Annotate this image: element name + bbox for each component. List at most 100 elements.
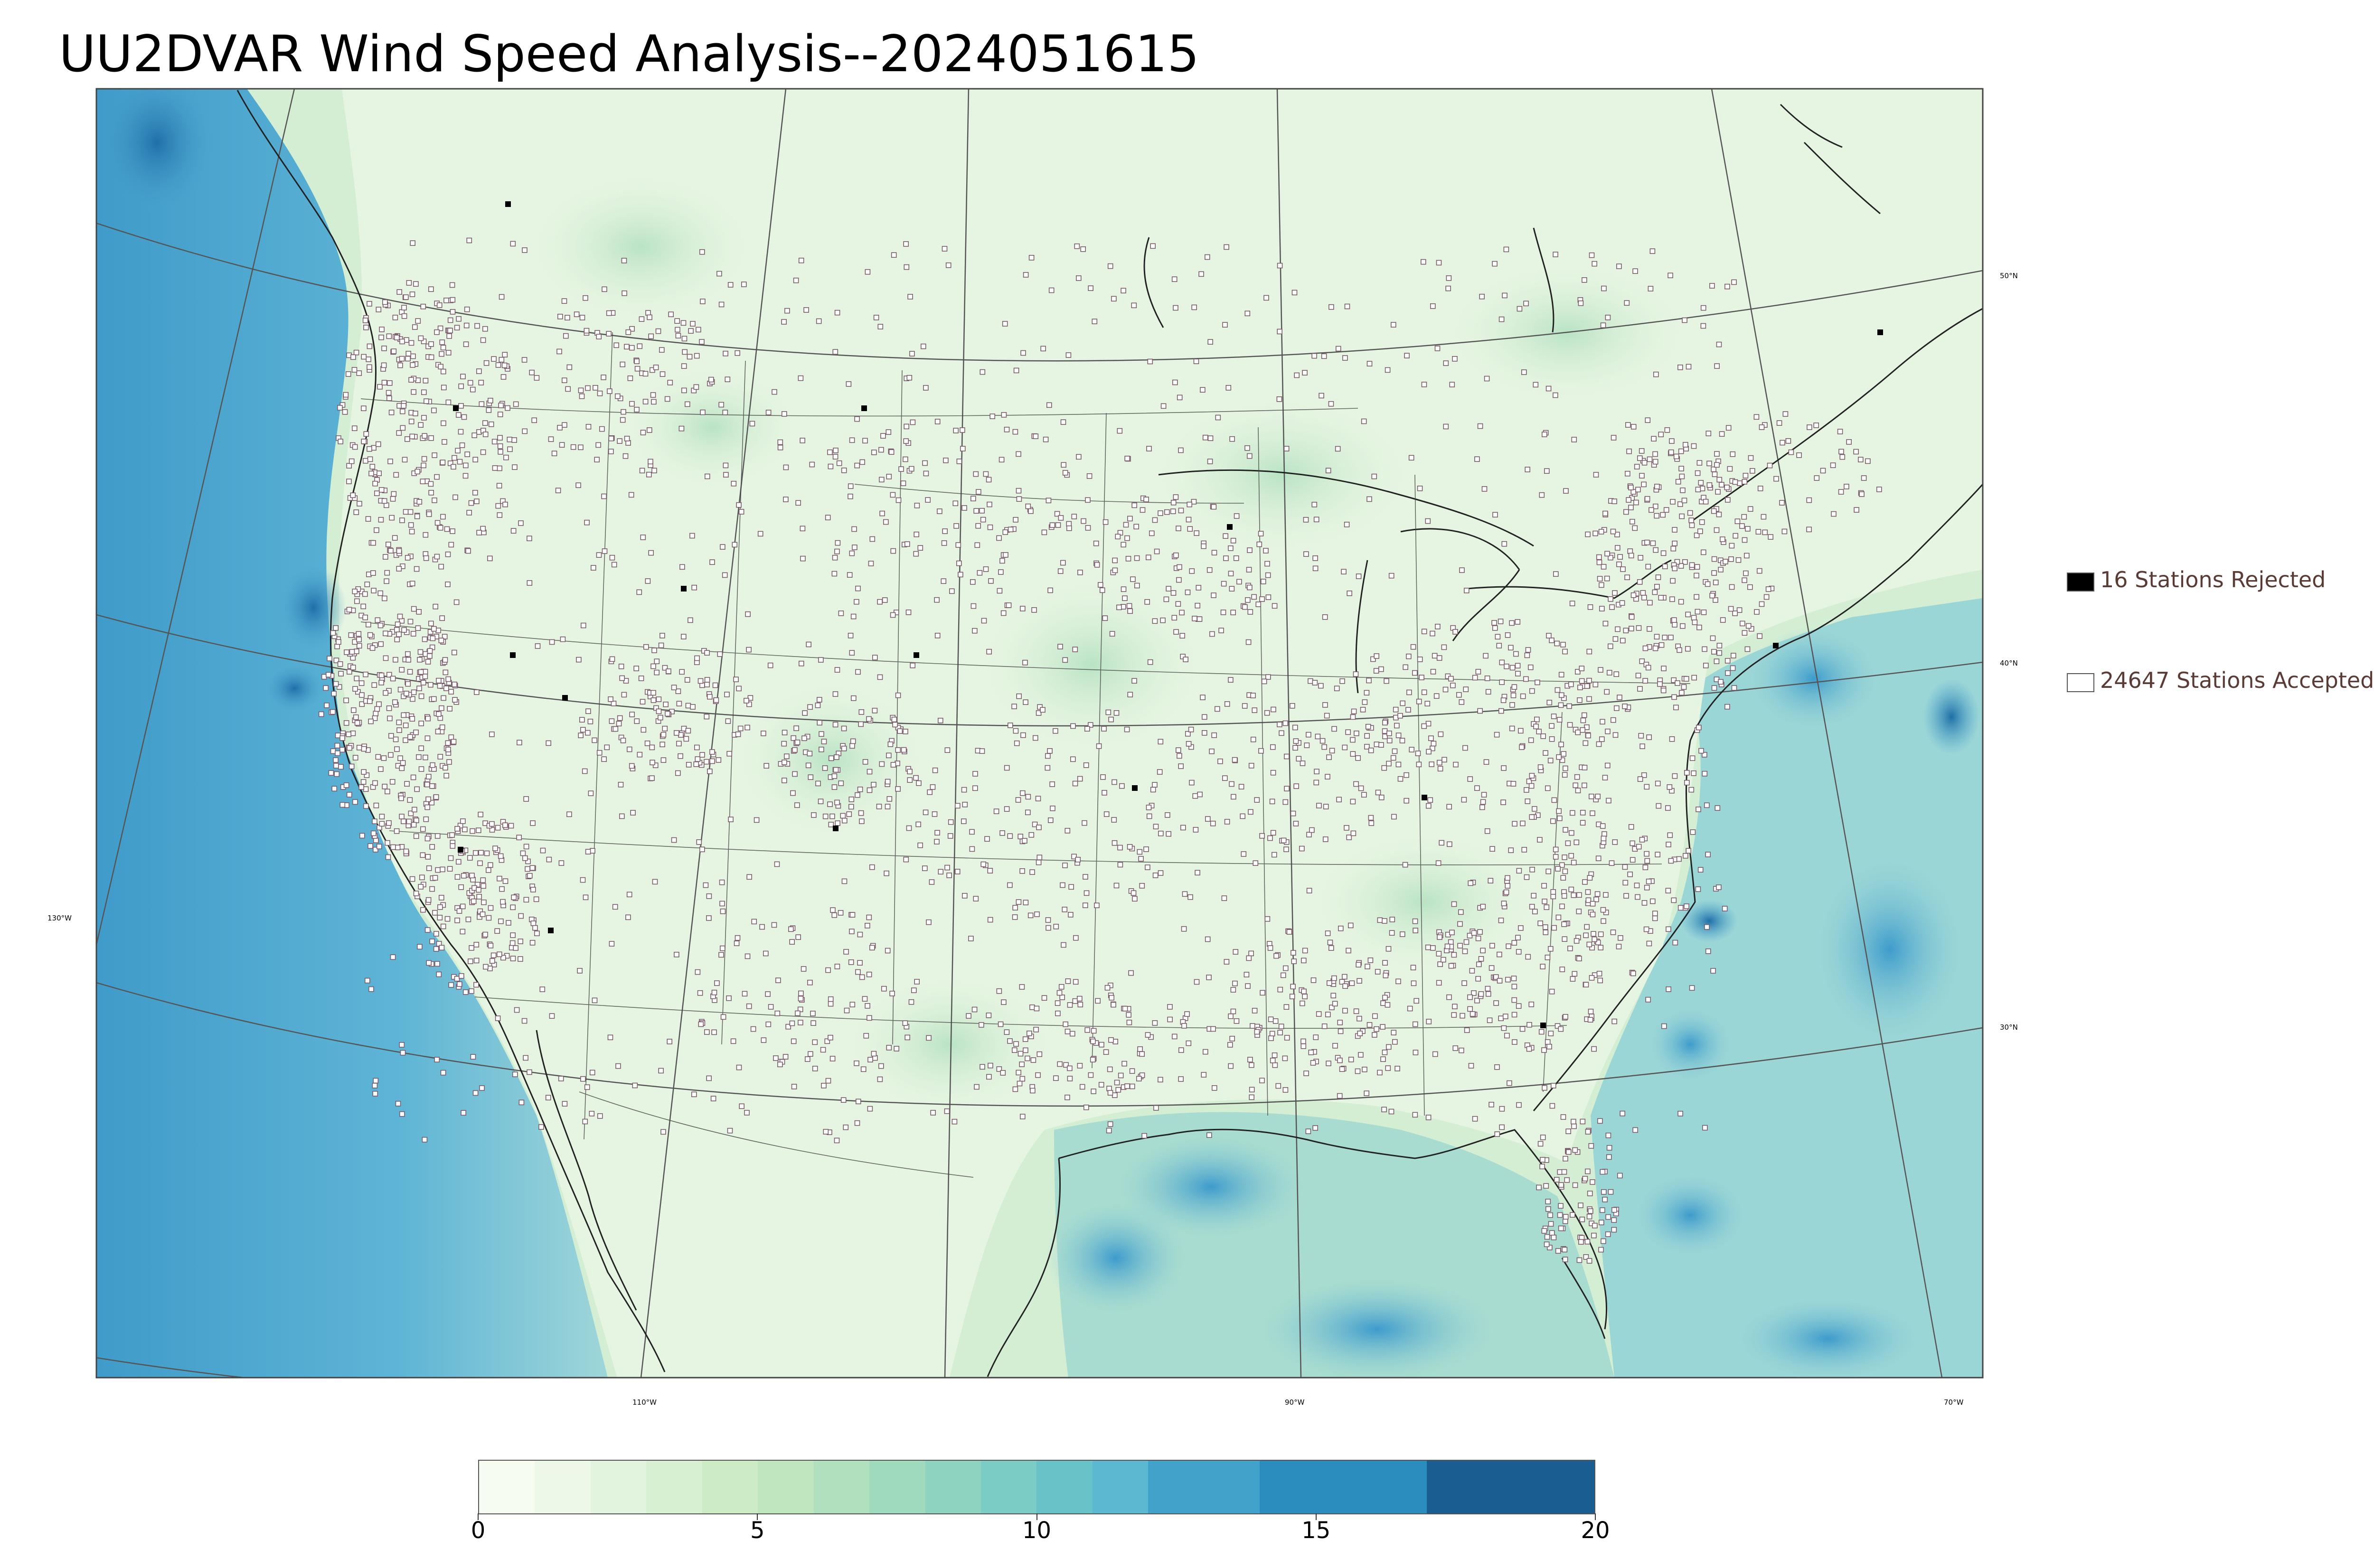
station-accepted-marker bbox=[510, 241, 516, 247]
station-accepted-marker bbox=[1181, 926, 1187, 932]
station-accepted-marker bbox=[561, 298, 567, 304]
station-accepted-marker bbox=[629, 326, 635, 332]
station-accepted-marker bbox=[983, 566, 989, 572]
station-accepted-marker bbox=[437, 915, 443, 920]
station-accepted-marker bbox=[1210, 820, 1216, 826]
station-accepted-marker bbox=[1742, 630, 1748, 636]
station-accepted-marker bbox=[1578, 1239, 1584, 1245]
station-accepted-marker bbox=[1562, 1257, 1568, 1262]
station-accepted-marker bbox=[1065, 828, 1071, 834]
station-accepted-marker bbox=[1669, 438, 1675, 444]
station-accepted-marker bbox=[1112, 1092, 1118, 1098]
station-accepted-marker bbox=[1300, 1000, 1305, 1006]
station-accepted-marker bbox=[594, 457, 600, 463]
station-accepted-marker bbox=[618, 664, 624, 669]
station-accepted-marker bbox=[802, 710, 808, 716]
station-accepted-marker bbox=[522, 855, 528, 861]
station-accepted-marker bbox=[841, 467, 847, 473]
station-accepted-marker bbox=[658, 714, 663, 721]
station-accepted-marker bbox=[1499, 1106, 1505, 1112]
station-accepted-marker bbox=[411, 689, 417, 695]
station-accepted-marker bbox=[1745, 526, 1751, 532]
station-accepted-marker bbox=[1788, 449, 1794, 455]
station-accepted-marker bbox=[339, 735, 345, 741]
station-accepted-marker bbox=[422, 674, 428, 679]
station-accepted-marker bbox=[1493, 1000, 1499, 1006]
station-accepted-marker bbox=[429, 799, 435, 806]
station-accepted-marker bbox=[1350, 714, 1356, 720]
station-accepted-marker bbox=[1290, 703, 1295, 709]
station-accepted-marker bbox=[1370, 656, 1376, 662]
station-accepted-marker bbox=[1431, 741, 1437, 747]
station-accepted-marker bbox=[1598, 931, 1604, 937]
station-accepted-marker bbox=[905, 610, 912, 615]
station-accepted-marker bbox=[699, 846, 705, 853]
station-accepted-marker bbox=[467, 958, 473, 964]
station-accepted-marker bbox=[1556, 717, 1563, 723]
station-accepted-marker bbox=[1302, 370, 1308, 376]
station-accepted-marker bbox=[744, 698, 749, 704]
station-accepted-marker bbox=[1029, 869, 1035, 875]
station-accepted-marker bbox=[1260, 990, 1265, 996]
station-accepted-marker bbox=[1667, 272, 1673, 279]
station-accepted-marker bbox=[1714, 363, 1720, 369]
station-accepted-marker bbox=[1480, 948, 1486, 954]
station-accepted-marker bbox=[1229, 586, 1235, 592]
station-accepted-marker bbox=[1730, 451, 1736, 457]
station-accepted-marker bbox=[1328, 304, 1334, 310]
station-accepted-marker bbox=[986, 1013, 992, 1018]
station-accepted-marker bbox=[1642, 645, 1649, 651]
station-accepted-marker bbox=[889, 991, 895, 996]
station-accepted-marker bbox=[1597, 576, 1603, 582]
station-accepted-marker bbox=[1221, 895, 1227, 901]
station-accepted-marker bbox=[876, 804, 882, 809]
station-accepted-marker bbox=[922, 460, 928, 466]
station-accepted-marker bbox=[478, 850, 484, 856]
station-accepted-marker bbox=[1043, 436, 1049, 442]
station-accepted-marker bbox=[647, 427, 652, 433]
station-accepted-marker bbox=[1394, 1066, 1400, 1071]
station-accepted-marker bbox=[1173, 494, 1179, 500]
station-accepted-marker bbox=[848, 483, 854, 489]
station-accepted-marker bbox=[412, 807, 417, 813]
station-accepted-marker bbox=[1642, 678, 1648, 684]
station-accepted-marker bbox=[518, 520, 524, 526]
station-accepted-marker bbox=[396, 548, 402, 554]
station-accepted-marker bbox=[1389, 917, 1395, 922]
station-accepted-marker bbox=[877, 324, 884, 329]
station-accepted-marker bbox=[1602, 620, 1609, 627]
station-accepted-marker bbox=[718, 301, 725, 308]
station-accepted-marker bbox=[1567, 946, 1573, 951]
station-accepted-marker bbox=[1498, 619, 1504, 624]
station-accepted-marker bbox=[722, 409, 728, 415]
station-accepted-marker bbox=[427, 648, 433, 654]
station-accepted-marker bbox=[615, 393, 621, 399]
station-accepted-marker bbox=[370, 540, 376, 546]
station-accepted-marker bbox=[344, 649, 349, 655]
station-accepted-marker bbox=[447, 866, 453, 872]
station-accepted-marker bbox=[882, 597, 888, 603]
station-accepted-marker bbox=[687, 354, 693, 360]
station-accepted-marker bbox=[401, 305, 407, 310]
station-accepted-marker bbox=[1579, 1216, 1585, 1222]
station-accepted-marker bbox=[523, 796, 529, 802]
station-accepted-marker bbox=[999, 558, 1005, 564]
station-accepted-marker bbox=[855, 969, 861, 975]
station-accepted-marker bbox=[1351, 708, 1357, 714]
station-accepted-marker bbox=[1576, 892, 1582, 898]
station-accepted-marker bbox=[1342, 355, 1348, 361]
station-accepted-marker bbox=[1655, 852, 1660, 857]
station-accepted-marker bbox=[1467, 994, 1473, 1000]
station-accepted-marker bbox=[1702, 752, 1707, 758]
station-accepted-marker bbox=[460, 903, 466, 910]
station-accepted-marker bbox=[885, 779, 891, 785]
station-accepted-marker bbox=[1854, 507, 1859, 513]
station-accepted-marker bbox=[634, 366, 641, 372]
station-accepted-marker bbox=[401, 313, 407, 319]
station-accepted-marker bbox=[1225, 385, 1232, 391]
station-accepted-marker bbox=[1046, 498, 1052, 504]
colorbar-tick bbox=[1036, 1513, 1037, 1520]
station-accepted-marker bbox=[1666, 842, 1671, 847]
station-accepted-marker bbox=[1205, 816, 1211, 822]
station-accepted-marker bbox=[1368, 820, 1375, 826]
